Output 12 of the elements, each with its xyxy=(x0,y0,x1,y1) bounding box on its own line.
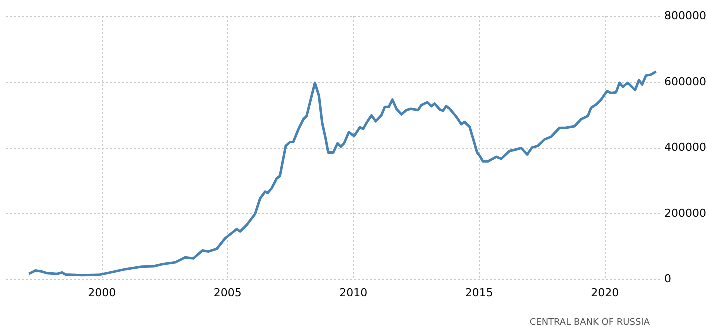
y-tick-label: 200000 xyxy=(664,206,706,220)
y-tick-label: 0 xyxy=(664,272,672,286)
y-tick-label: 600000 xyxy=(664,75,706,88)
x-tick-label: 2000 xyxy=(88,286,116,300)
y-tick-label: 400000 xyxy=(664,141,706,154)
x-tick-label: 2005 xyxy=(214,286,242,300)
x-tick-label: 2015 xyxy=(465,286,494,300)
y-tick-label: 800000 xyxy=(664,10,706,22)
x-tick-label: 2020 xyxy=(591,286,620,300)
x-tick-label: 2010 xyxy=(340,286,368,300)
text: CENTRAL BANK OF RUSSIA xyxy=(530,318,651,327)
line-series xyxy=(28,70,658,277)
